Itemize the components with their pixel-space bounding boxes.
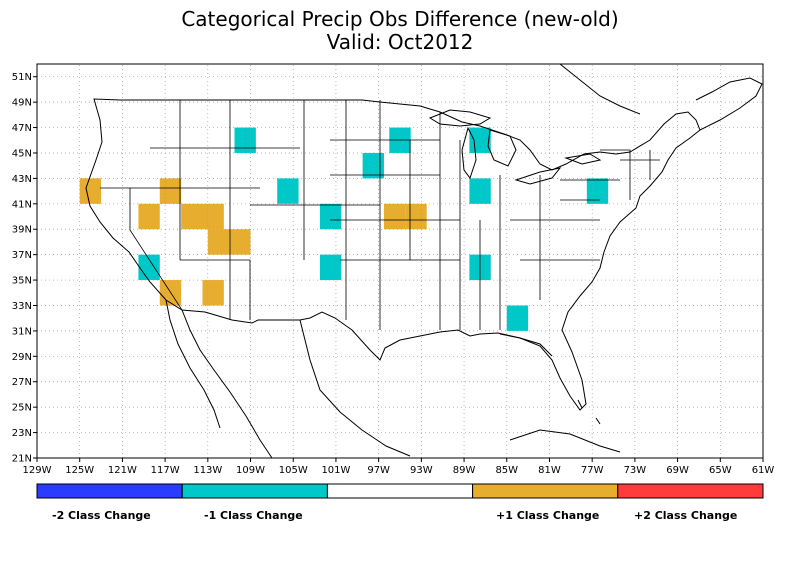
lat-tick-label: 39N	[12, 225, 32, 236]
lon-tick-label: 73W	[624, 465, 647, 476]
lat-tick-label: 27N	[12, 377, 32, 388]
lat-tick-label: 23N	[12, 428, 32, 439]
lon-tick-label: 121W	[108, 465, 137, 476]
lat-tick-label: 47N	[12, 123, 32, 134]
latitude-labels: 21N 23N 25N 27N 29N 31N 33N 35N 37N 39N 41N 43N 45N 4…	[12, 72, 37, 465]
chart-title: Categorical Precip Obs Difference (new-o…	[181, 7, 619, 31]
cell-decrease	[319, 203, 342, 230]
lat-tick-label: 37N	[12, 250, 32, 261]
lake-ontario	[564, 153, 602, 165]
lat-tick-label: 21N	[12, 454, 32, 465]
lon-tick-label: 81W	[538, 465, 561, 476]
legend-swatch	[181, 483, 328, 499]
lat-tick-label: 51N	[12, 72, 32, 83]
lon-tick-label: 69W	[666, 465, 689, 476]
lon-tick-label: 89W	[453, 465, 476, 476]
cell-increase	[79, 178, 102, 204]
legend-label-minus-1: -1 Class Change	[204, 509, 303, 522]
lon-tick-label: 65W	[709, 465, 732, 476]
legend-colorbar	[36, 483, 764, 499]
cell-decrease	[319, 254, 342, 281]
lat-tick-label: 49N	[12, 98, 32, 109]
lat-tick-label: 35N	[12, 276, 32, 287]
data-cells	[79, 127, 609, 331]
lat-tick-label: 29N	[12, 352, 32, 363]
lat-tick-label: 33N	[12, 301, 32, 312]
state-lines	[100, 100, 660, 330]
lake-erie	[514, 167, 562, 185]
cell-decrease	[469, 127, 491, 153]
cell-increase	[181, 203, 203, 230]
lon-tick-label: 101W	[321, 465, 350, 476]
cell-decrease	[362, 152, 384, 179]
cell-increase	[383, 203, 406, 230]
lon-tick-label: 105W	[279, 465, 308, 476]
cell-decrease	[138, 254, 160, 281]
cell-decrease	[469, 178, 491, 204]
bahamas	[577, 399, 601, 425]
cell-increase	[229, 229, 251, 255]
lon-tick-label: 85W	[495, 465, 518, 476]
lake-huron	[487, 129, 517, 167]
florida-coast	[499, 333, 553, 357]
cell-increase	[202, 280, 224, 306]
lat-tick-label: 43N	[12, 174, 32, 185]
baja-coast	[165, 299, 221, 429]
lon-tick-label: 97W	[367, 465, 390, 476]
lon-tick-label: 129W	[23, 465, 52, 476]
legend-swatch	[617, 483, 764, 499]
lat-tick-label: 41N	[12, 199, 32, 210]
cell-increase	[138, 203, 160, 230]
canada-coast	[695, 77, 763, 131]
legend-swatch	[326, 483, 474, 499]
lat-tick-label: 31N	[12, 326, 32, 337]
legend-swatch	[472, 483, 619, 499]
lon-tick-label: 109W	[236, 465, 265, 476]
legend-swatch	[36, 483, 183, 499]
plot-frame	[36, 63, 764, 459]
chart-subtitle: Valid: Oct2012	[326, 30, 474, 54]
state-boundaries	[100, 100, 660, 330]
mexico-coast	[181, 309, 273, 459]
lake-michigan	[461, 126, 477, 180]
gulf-mexico-coast	[299, 319, 411, 457]
lon-tick-label: 77W	[581, 465, 604, 476]
lon-tick-label: 61W	[752, 465, 775, 476]
lat-tick-label: 25N	[12, 403, 32, 414]
cell-decrease	[506, 305, 529, 331]
legend-label-plus-2: +2 Class Change	[634, 509, 738, 522]
cell-decrease	[277, 178, 299, 204]
cell-increase	[405, 203, 427, 230]
legend-label-minus-2: -2 Class Change	[52, 509, 151, 522]
map-boundaries	[85, 63, 763, 459]
lon-tick-label: 125W	[65, 465, 94, 476]
cell-decrease	[234, 127, 256, 153]
cuba-coast	[509, 429, 621, 453]
legend-label-plus-1: +1 Class Change	[496, 509, 600, 522]
longitude-labels: 129W 125W 121W 117W 113W 109W 105W 101W 97W 93W 89…	[23, 458, 775, 476]
lon-tick-label: 113W	[193, 465, 222, 476]
lat-tick-label: 45N	[12, 148, 32, 159]
lon-tick-label: 117W	[151, 465, 180, 476]
lake-superior	[428, 109, 492, 127]
cell-increase	[159, 178, 182, 204]
cell-increase	[207, 229, 230, 255]
hudson-coast	[559, 63, 641, 115]
cell-increase	[202, 203, 224, 230]
lon-tick-label: 93W	[410, 465, 433, 476]
